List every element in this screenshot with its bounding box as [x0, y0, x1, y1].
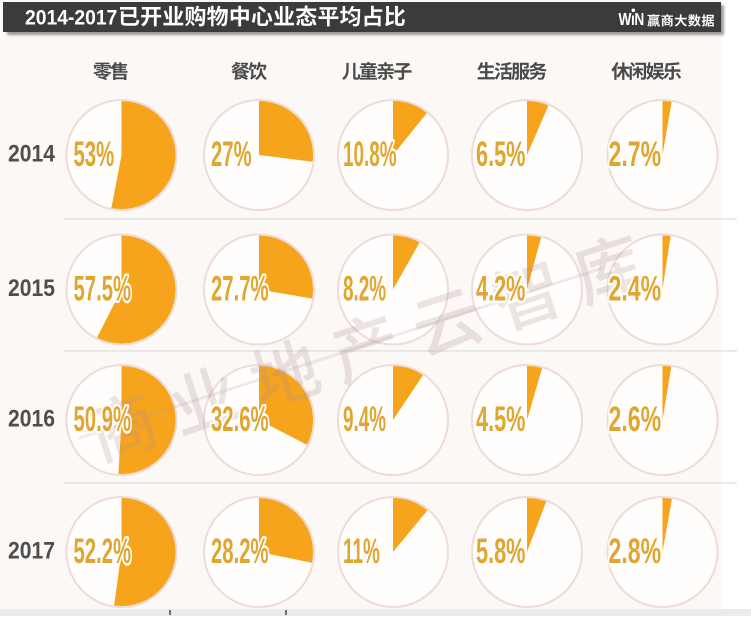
svg-text:2.6%: 2.6%	[609, 400, 662, 439]
svg-text:50.9%: 50.9%	[74, 401, 132, 440]
svg-text:2.7%: 2.7%	[609, 135, 662, 174]
svg-text:6.5%: 6.5%	[476, 136, 526, 174]
svg-text:4.2%: 4.2%	[476, 271, 526, 309]
svg-text:27%: 27%	[211, 136, 252, 175]
svg-text:2.4%: 2.4%	[609, 270, 662, 309]
svg-text:2017: 2017	[8, 537, 55, 564]
svg-text:2.8%: 2.8%	[609, 532, 662, 571]
svg-text:52.2%: 52.2%	[74, 533, 132, 572]
svg-text:8.2%: 8.2%	[343, 269, 386, 308]
svg-text:32.6%: 32.6%	[211, 401, 269, 440]
svg-text:11%: 11%	[343, 532, 380, 571]
svg-text:2014-2017: 2014-2017	[25, 7, 117, 30]
svg-text:2014: 2014	[8, 140, 55, 167]
svg-text:WıN: WıN	[619, 10, 644, 29]
svg-text:57.5%: 57.5%	[74, 270, 132, 309]
svg-text:2016: 2016	[8, 405, 55, 432]
svg-text:53%: 53%	[74, 136, 115, 175]
svg-text:10.8%: 10.8%	[343, 135, 397, 174]
svg-text:4.5%: 4.5%	[476, 401, 526, 439]
svg-text:5.8%: 5.8%	[476, 533, 526, 571]
svg-text:27.7%: 27.7%	[211, 270, 269, 309]
svg-text:28.2%: 28.2%	[211, 533, 269, 572]
svg-text:2015: 2015	[8, 275, 55, 302]
svg-text:9.4%: 9.4%	[343, 400, 386, 439]
